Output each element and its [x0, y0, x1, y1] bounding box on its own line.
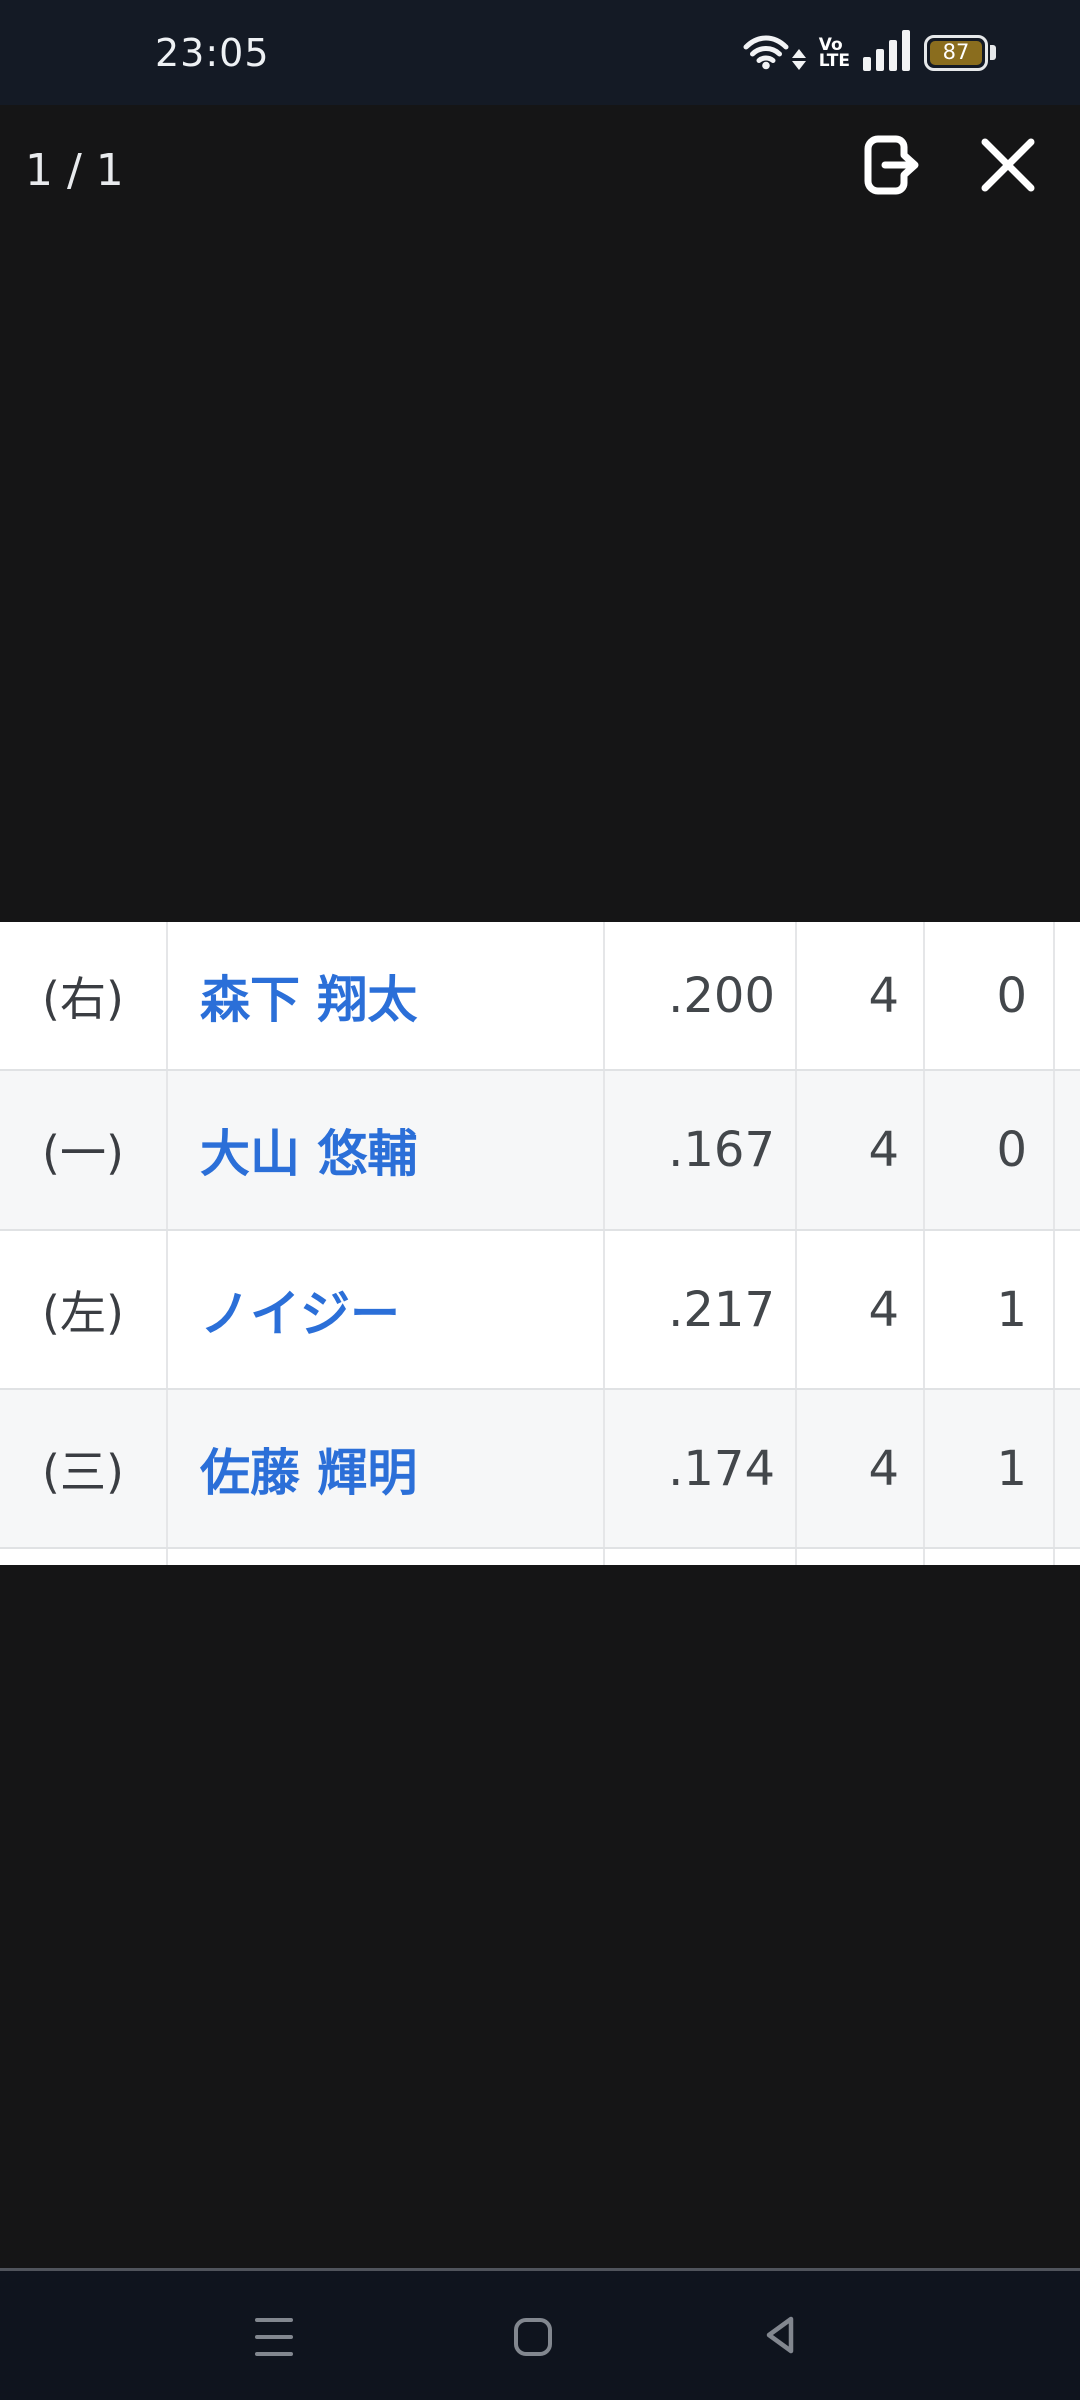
player-name-link[interactable]: 佐藤 輝明 — [168, 1390, 605, 1547]
batting-average-cell: .167 — [605, 1071, 797, 1229]
hits-cell: 1 — [925, 1231, 1055, 1388]
signal-strength-icon — [863, 30, 911, 75]
position-cell: (右) — [0, 922, 168, 1069]
batting-average-cell: .217 — [605, 1231, 797, 1388]
navigation-bar — [0, 2268, 1080, 2400]
table-row: (一) 大山 悠輔 .167 4 0 — [0, 1071, 1080, 1231]
player-name-link[interactable]: ノイジー — [168, 1231, 605, 1388]
table-row-partial — [0, 1549, 1080, 1565]
close-icon — [979, 138, 1037, 197]
at-bats-cell: 4 — [797, 1231, 925, 1388]
position-cell: (三) — [0, 1390, 168, 1547]
cutoff-cell — [1055, 1390, 1080, 1547]
cutoff-cell — [1055, 1071, 1080, 1229]
close-button[interactable] — [979, 137, 1037, 197]
wifi-icon — [743, 32, 789, 74]
back-button[interactable] — [762, 2314, 798, 2360]
export-button[interactable] — [858, 131, 924, 203]
home-button[interactable] — [514, 2318, 552, 2356]
table-row: (右) 森下 翔太 .200 4 0 — [0, 922, 1080, 1071]
at-bats-cell: 4 — [797, 1071, 925, 1229]
image-viewer-header: 1 / 1 — [0, 105, 1080, 245]
cutoff-cell — [1055, 1231, 1080, 1388]
data-activity-arrows — [791, 48, 806, 70]
position-cell: (一) — [0, 1071, 168, 1229]
table-row: (三) 佐藤 輝明 .174 4 1 — [0, 1390, 1080, 1549]
player-name-link[interactable]: 大山 悠輔 — [168, 1071, 605, 1229]
hits-cell: 0 — [925, 1071, 1055, 1229]
status-icons: Vo LTE 87 — [743, 0, 996, 105]
volte-icon: Vo LTE — [818, 34, 850, 71]
at-bats-cell: 4 — [797, 1390, 925, 1547]
lineup-table-image[interactable]: (右) 森下 翔太 .200 4 0 (一) 大山 悠輔 .167 4 0 (左… — [0, 922, 1080, 1565]
status-bar: 23:05 Vo — [0, 0, 1080, 105]
cutoff-cell — [1055, 922, 1080, 1069]
table-row: (左) ノイジー .217 4 1 — [0, 1231, 1080, 1390]
hits-cell: 0 — [925, 922, 1055, 1069]
at-bats-cell: 4 — [797, 922, 925, 1069]
batting-average-cell: .174 — [605, 1390, 797, 1547]
position-cell: (左) — [0, 1231, 168, 1388]
export-icon — [858, 135, 924, 203]
batting-average-cell: .200 — [605, 922, 797, 1069]
page-indicator: 1 / 1 — [25, 145, 124, 196]
back-icon — [762, 2316, 798, 2360]
clock: 23:05 — [155, 30, 270, 75]
player-name-link[interactable]: 森下 翔太 — [168, 922, 605, 1069]
battery-icon: 87 — [924, 34, 996, 71]
menu-button[interactable] — [255, 2318, 293, 2356]
battery-percent: 87 — [942, 40, 970, 64]
hits-cell: 1 — [925, 1390, 1055, 1547]
menu-icon — [255, 2318, 293, 2322]
